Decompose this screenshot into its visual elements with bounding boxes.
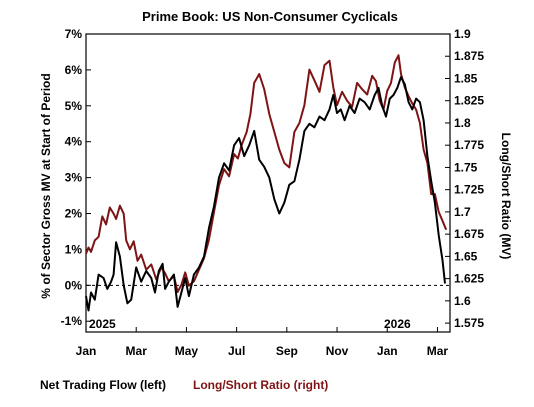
left-tick-label: 1% [65, 242, 83, 256]
right-axis-label: Long/Short Ratio (MV) [499, 133, 513, 260]
x-tick-label: Sep [276, 344, 298, 358]
right-tick-label: 1.625 [454, 272, 484, 286]
right-tick-label: 1.9 [454, 27, 471, 41]
left-tick-label: 6% [65, 63, 83, 77]
x-tick-label: Mar [427, 344, 449, 358]
right-tick-label: 1.85 [454, 71, 478, 85]
x-tick-label: Jan [76, 344, 97, 358]
chart-title: Prime Book: US Non-Consumer Cyclicals [142, 9, 398, 24]
right-tick-label: 1.875 [454, 49, 484, 63]
left-tick-label: -1% [61, 314, 83, 328]
right-tick-label: 1.8 [454, 116, 471, 130]
x-axis-ticks: Jan Mar May Jul Sep Nov Jan Mar [76, 327, 449, 358]
year-label-2025: 2025 [89, 317, 116, 331]
series-line-net-trading-flow [85, 76, 446, 312]
right-tick-label: 1.825 [454, 94, 484, 108]
x-tick-label: Nov [326, 344, 349, 358]
right-tick-label: 1.675 [454, 227, 484, 241]
x-tick-label: Mar [126, 344, 148, 358]
right-tick-label: 1.75 [454, 160, 478, 174]
left-tick-label: 5% [65, 99, 83, 113]
right-tick-label: 1.775 [454, 138, 484, 152]
right-tick-label: 1.725 [454, 183, 484, 197]
plot-area: -1% 0% 1% 2% 3% 4% 5% 6% 7% 1.575 1.6 1.625 1.65 1.6… [61, 27, 485, 358]
x-tick-label: May [175, 344, 199, 358]
left-tick-label: 3% [65, 171, 83, 185]
left-tick-label: 2% [65, 207, 83, 221]
right-tick-label: 1.575 [454, 316, 484, 330]
left-tick-label: 7% [65, 27, 83, 41]
right-tick-label: 1.65 [454, 249, 478, 263]
x-tick-label: Jan [377, 344, 398, 358]
legend-long-short-ratio: Long/Short Ratio (right) [193, 378, 328, 392]
left-axis-ticks: -1% 0% 1% 2% 3% 4% 5% 6% 7% [61, 27, 91, 328]
left-axis-label: % of Sector Gross MV at Start of Period [39, 73, 53, 298]
series-line-long-short-ratio [85, 54, 448, 293]
left-tick-label: 4% [65, 135, 83, 149]
x-tick-label: Jul [228, 344, 245, 358]
right-axis-ticks: 1.575 1.6 1.625 1.65 1.675 1.7 1.725 1.75 1.775 1… [445, 27, 484, 330]
left-tick-label: 0% [65, 278, 83, 292]
year-label-2026: 2026 [384, 317, 411, 331]
plot-frame [85, 33, 451, 333]
right-tick-label: 1.6 [454, 294, 471, 308]
legend: Net Trading Flow (left) Long/Short Ratio… [40, 378, 328, 392]
right-tick-label: 1.7 [454, 205, 471, 219]
legend-net-trading-flow: Net Trading Flow (left) [40, 378, 166, 392]
